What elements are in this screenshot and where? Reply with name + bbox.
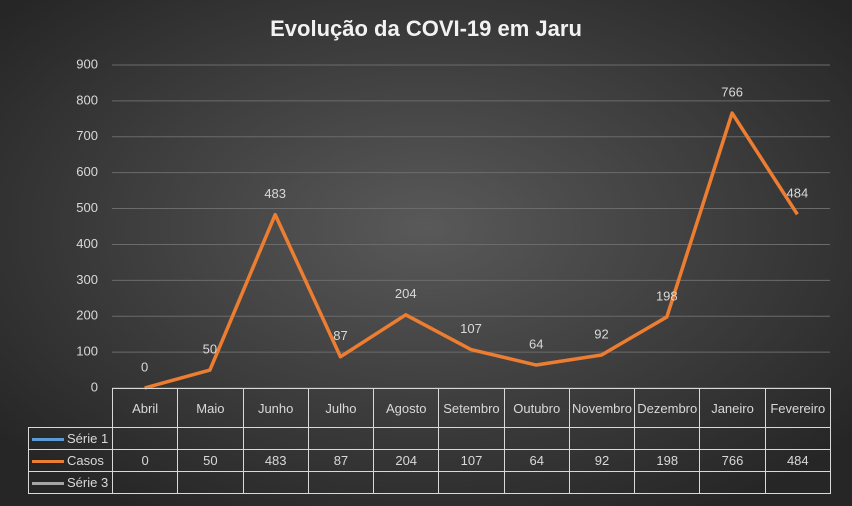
table-cell	[764, 427, 831, 450]
legend-key	[32, 438, 64, 442]
table-cell	[764, 471, 831, 494]
data-label: 107	[460, 321, 482, 336]
x-tick-label: Junho	[242, 388, 309, 428]
x-tick-label: Setembro	[438, 388, 505, 428]
table-cell: 107	[438, 449, 505, 472]
data-label: 92	[594, 326, 608, 341]
y-tick-label: 800	[76, 92, 98, 107]
data-label: 204	[395, 286, 417, 301]
table-cell	[307, 427, 375, 450]
table-cell	[699, 471, 766, 494]
legend-key	[32, 460, 64, 464]
x-tick-label: Abril	[111, 388, 179, 428]
table-cell	[503, 427, 570, 450]
y-tick-label: 600	[76, 164, 98, 179]
table-row: Série 1	[28, 427, 831, 450]
data-label: 87	[333, 328, 347, 343]
data-table: Abril Maio Junho Julho Agosto Setembro Outubro…	[28, 388, 831, 494]
legend-entry: Série 3	[28, 471, 113, 494]
table-cell	[568, 471, 636, 494]
table-cell	[568, 427, 636, 450]
table-row: Série 3	[28, 471, 831, 494]
legend-key	[32, 482, 64, 486]
x-tick-label: Dezembro	[634, 388, 701, 428]
table-cell: 766	[699, 449, 766, 472]
table-cell	[242, 427, 309, 450]
table-cell	[177, 427, 244, 450]
x-tick-label: Fevereiro	[764, 388, 831, 428]
data-label: 198	[656, 288, 678, 303]
table-cell	[177, 471, 244, 494]
y-tick-label: 400	[76, 236, 98, 251]
table-cell	[699, 427, 766, 450]
table-cell: 0	[111, 449, 179, 472]
table-cell	[242, 471, 309, 494]
table-cell: 198	[634, 449, 701, 472]
y-tick-label: 500	[76, 200, 98, 215]
legend-entry: Série 1	[28, 427, 113, 450]
data-label: 483	[264, 186, 286, 201]
data-label: 50	[203, 341, 217, 356]
table-cell	[111, 427, 179, 450]
table-cell	[111, 471, 179, 494]
series-line	[144, 111, 799, 390]
y-tick-label: 700	[76, 128, 98, 143]
data-label: 64	[529, 336, 543, 351]
table-cell	[307, 471, 375, 494]
y-tick-label: 100	[76, 344, 98, 359]
table-cell	[373, 427, 440, 450]
chart-title: Evolução da COVI-19 em Jaru	[270, 16, 582, 41]
table-cell: 483	[242, 449, 309, 472]
table-row: Casos 0 50 483 87 204 107 64 92 198 766 484	[28, 449, 831, 472]
y-tick-label: 300	[76, 272, 98, 287]
x-tick-label: Novembro	[568, 388, 636, 428]
y-tick-label: 200	[76, 308, 98, 323]
header-row: Abril Maio Junho Julho Agosto Setembro Outubro…	[28, 388, 831, 428]
data-label: 484	[787, 186, 809, 201]
x-tick-label: Julho	[307, 388, 375, 428]
legend-label: Série 3	[67, 475, 109, 490]
table-cell	[438, 427, 505, 450]
x-tick-label: Outubro	[503, 388, 570, 428]
x-tick-label: Janeiro	[699, 388, 766, 428]
table-cell	[634, 471, 701, 494]
table-cell	[503, 471, 570, 494]
y-tick-label: 900	[76, 56, 98, 71]
x-tick-label: Agosto	[373, 388, 440, 428]
table-cell: 50	[177, 449, 244, 472]
legend-label: Série 1	[67, 431, 109, 446]
corner-cell	[28, 388, 113, 428]
y-tick-label: 0	[91, 379, 98, 394]
table-cell: 87	[307, 449, 375, 472]
data-label: 0	[141, 359, 148, 374]
table-cell	[634, 427, 701, 450]
legend-entry: Casos	[28, 449, 113, 472]
legend-label: Casos	[67, 453, 104, 468]
table-cell: 92	[568, 449, 636, 472]
table-cell: 484	[764, 449, 831, 472]
table-cell	[438, 471, 505, 494]
table-cell: 204	[373, 449, 440, 472]
data-label: 766	[721, 85, 743, 100]
table-cell: 64	[503, 449, 570, 472]
table-cell	[373, 471, 440, 494]
x-tick-label: Maio	[177, 388, 244, 428]
